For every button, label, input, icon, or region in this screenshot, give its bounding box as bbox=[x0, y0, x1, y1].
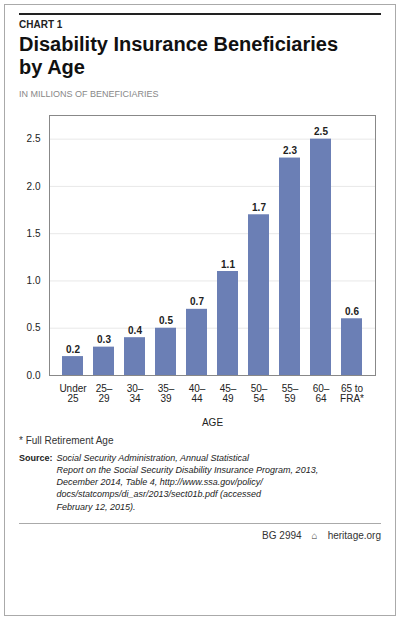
svg-text:45–49: 45–49 bbox=[220, 383, 237, 404]
svg-text:2.0: 2.0 bbox=[27, 181, 41, 192]
svg-text:1.7: 1.7 bbox=[252, 202, 266, 213]
svg-text:25–29: 25–29 bbox=[96, 383, 113, 404]
svg-text:1.5: 1.5 bbox=[27, 228, 41, 239]
svg-text:50–54: 50–54 bbox=[251, 383, 268, 404]
svg-text:0.0: 0.0 bbox=[27, 370, 41, 381]
svg-text:30–34: 30–34 bbox=[127, 383, 144, 404]
svg-text:0.4: 0.4 bbox=[128, 325, 142, 336]
html-text:heritage.org: heritage.org bbox=[327, 529, 381, 541]
svg-text:1.1: 1.1 bbox=[221, 259, 235, 270]
svg-text:40–44: 40–44 bbox=[189, 383, 206, 404]
svg-text:0.2: 0.2 bbox=[66, 344, 80, 355]
svg-text:2.5: 2.5 bbox=[314, 126, 328, 137]
svg-text:2.5: 2.5 bbox=[27, 133, 41, 144]
svg-text:0.3: 0.3 bbox=[97, 334, 111, 345]
svg-text:0.6: 0.6 bbox=[345, 306, 359, 317]
html-text:CHART 1: CHART 1 bbox=[19, 19, 63, 30]
svg-text:AGE: AGE bbox=[202, 417, 223, 428]
svg-text:65 toFRA*: 65 toFRA* bbox=[340, 383, 364, 404]
html-text:* Full Retirement Age: * Full Retirement Age bbox=[19, 435, 114, 446]
svg-text:0.5: 0.5 bbox=[27, 322, 41, 333]
svg-text:0.7: 0.7 bbox=[190, 296, 204, 307]
svg-text:35–39: 35–39 bbox=[158, 383, 175, 404]
svg-text:1.0: 1.0 bbox=[27, 275, 41, 286]
svg-text:Under25: Under25 bbox=[59, 383, 87, 404]
html-text:Source: Social Security Admini: Source: Social Security Administration, … bbox=[19, 453, 319, 512]
html-text:BG 2994: BG 2994 bbox=[262, 529, 302, 541]
svg-text:60–64: 60–64 bbox=[313, 383, 330, 404]
html-text:IN MILLIONS OF BENEFICIARIES: IN MILLIONS OF BENEFICIARIES bbox=[19, 89, 159, 99]
svg-text:0.5: 0.5 bbox=[159, 315, 173, 326]
svg-text:55–59: 55–59 bbox=[282, 383, 299, 404]
svg-text:2.3: 2.3 bbox=[283, 145, 297, 156]
html-text:Disability Insurance Beneficia: Disability Insurance Beneficiaries by Ag… bbox=[19, 33, 338, 78]
